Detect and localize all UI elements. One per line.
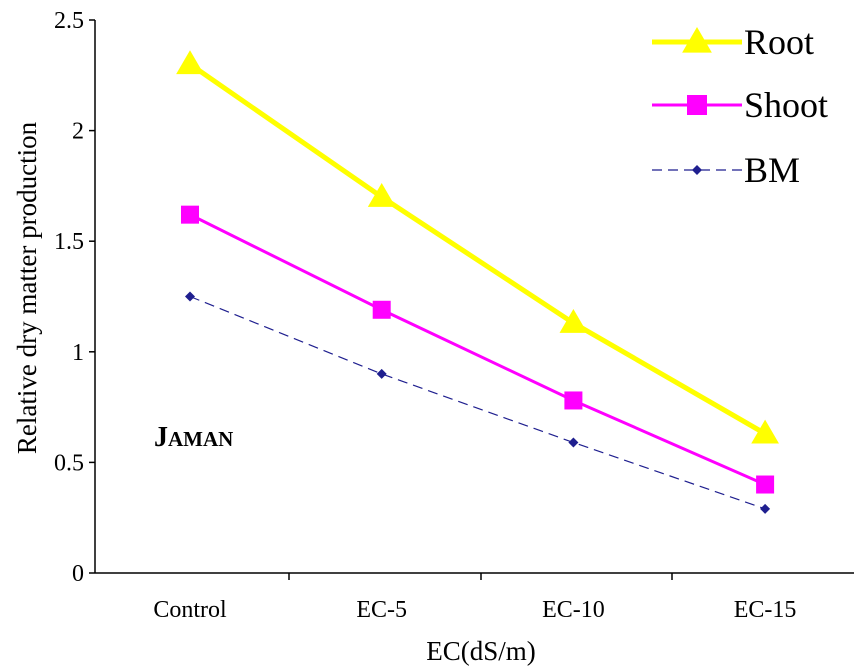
legend-label-shoot: Shoot bbox=[744, 85, 828, 125]
root-marker bbox=[367, 182, 396, 207]
bm-marker bbox=[185, 291, 195, 302]
root-marker bbox=[682, 27, 712, 53]
shoot-marker bbox=[372, 300, 391, 319]
series-line-shoot bbox=[189, 213, 766, 486]
legend: Root Shoot BM bbox=[652, 22, 828, 190]
legend-item-root: Root bbox=[652, 22, 814, 62]
legend-item-shoot: Shoot bbox=[652, 85, 828, 125]
shoot-marker bbox=[564, 391, 583, 410]
x-axis-title: EC(dS/m) bbox=[426, 636, 536, 666]
annotation-rest: AMAN bbox=[168, 427, 233, 451]
root-marker bbox=[559, 309, 588, 333]
x-tick-label: EC-10 bbox=[542, 597, 605, 623]
bm-marker bbox=[692, 165, 702, 175]
y-tick-group: 0 0.5 1 1.5 2 2.5 bbox=[54, 8, 95, 587]
legend-label-bm: BM bbox=[744, 150, 800, 190]
y-axis-title: Relative dry matter production bbox=[12, 121, 42, 454]
x-tick-label: EC-5 bbox=[356, 597, 407, 623]
legend-label-root: Root bbox=[744, 22, 814, 62]
y-tick-label: 0 bbox=[72, 561, 84, 587]
shoot-marker bbox=[687, 95, 707, 115]
x-tick-group: Control EC-5 EC-10 EC-15 bbox=[153, 573, 796, 623]
y-tick-label: 0.5 bbox=[54, 450, 84, 476]
series-root bbox=[176, 50, 779, 444]
series-bm bbox=[185, 291, 771, 514]
y-tick-label: 2 bbox=[72, 119, 84, 145]
series-shoot bbox=[181, 205, 775, 494]
annotation-initial: J bbox=[154, 422, 168, 453]
y-tick-label: 1.5 bbox=[54, 229, 84, 255]
legend-item-bm: BM bbox=[652, 150, 800, 190]
series-line-root bbox=[188, 62, 767, 436]
chart-annotation: JAMAN bbox=[154, 422, 233, 453]
shoot-marker bbox=[181, 205, 199, 224]
root-marker bbox=[176, 50, 204, 75]
y-tick-label: 2.5 bbox=[54, 8, 84, 34]
axes bbox=[94, 20, 854, 574]
bm-marker bbox=[376, 368, 387, 379]
series-line-bm bbox=[189, 295, 766, 510]
shoot-marker bbox=[756, 475, 775, 494]
bm-marker bbox=[760, 503, 771, 514]
y-tick-label: 1 bbox=[72, 340, 84, 366]
x-tick-label: EC-15 bbox=[734, 597, 797, 623]
root-marker bbox=[751, 419, 779, 444]
series-layer bbox=[176, 50, 779, 514]
bm-marker bbox=[568, 437, 579, 448]
x-tick-label: Control bbox=[153, 597, 227, 623]
